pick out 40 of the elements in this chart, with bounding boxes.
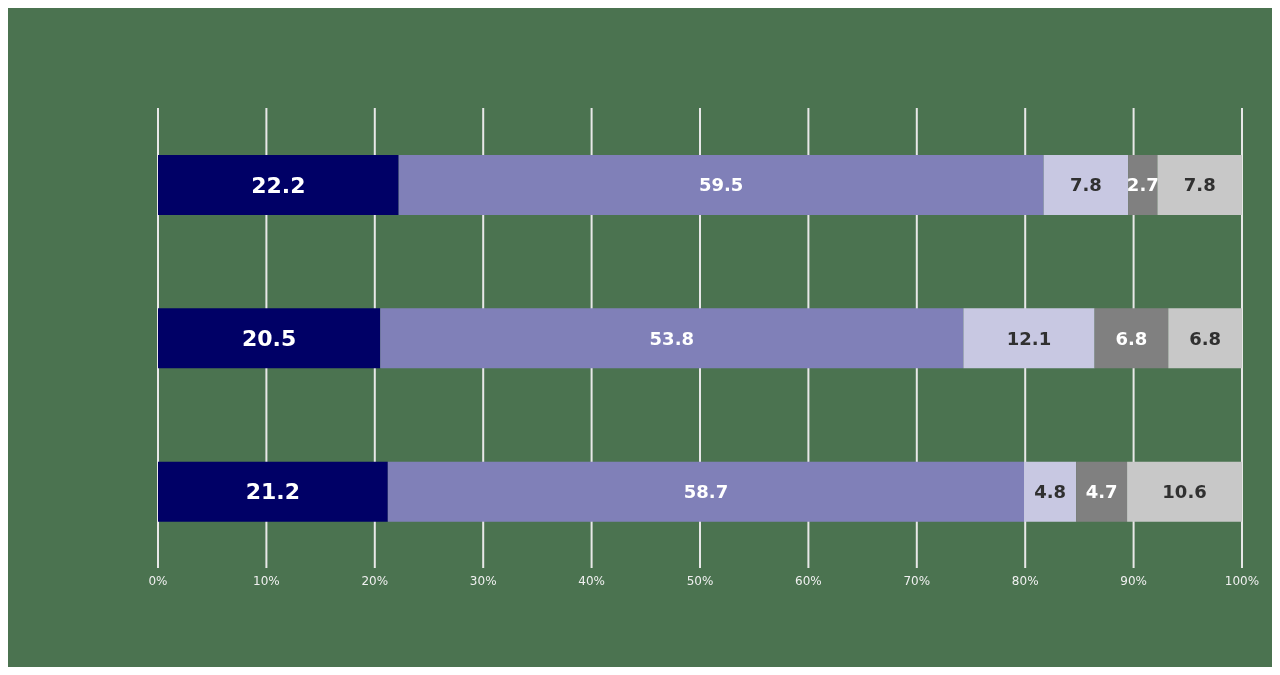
data-label: 53.8 [649, 327, 695, 349]
bar [158, 155, 399, 215]
data-label: 59.5 [698, 174, 744, 196]
bar [158, 461, 388, 522]
x-tick-label: 30% [469, 573, 497, 588]
bar [1024, 461, 1077, 522]
x-tick-label: 60% [795, 573, 822, 588]
data-label: 7.8 [1069, 174, 1102, 196]
x-tick-label: 80% [1011, 573, 1039, 588]
data-label: 21.2 [245, 479, 301, 505]
bar [398, 155, 1044, 215]
data-label: 6.8 [1115, 327, 1148, 349]
bar [380, 308, 964, 369]
data-label: 12.1 [1006, 327, 1052, 349]
x-tick-label: 90% [1120, 573, 1147, 588]
data-label: 4.7 [1085, 481, 1118, 503]
bar [963, 308, 1095, 369]
data-label: 2.7 [1126, 174, 1159, 196]
x-tick-label: 0% [148, 573, 168, 588]
data-label: 10.6 [1162, 481, 1207, 503]
data-label: 58.7 [683, 481, 729, 503]
bar [1094, 308, 1169, 369]
x-tick-label: 10% [253, 573, 280, 588]
x-tick-label: 50% [686, 573, 714, 588]
x-tick-label: 100% [1224, 573, 1260, 588]
bar [1168, 308, 1242, 369]
bar [387, 461, 1025, 522]
bar [158, 308, 381, 369]
x-tick-label: 20% [361, 573, 389, 588]
data-label: 6.8 [1189, 327, 1222, 349]
bar [1043, 155, 1129, 215]
bar [1076, 461, 1128, 522]
data-label: 22.2 [251, 172, 306, 198]
x-tick-label: 40% [578, 573, 605, 588]
bar [1157, 155, 1242, 215]
data-label: 20.5 [241, 326, 297, 352]
data-label: 4.8 [1034, 481, 1067, 503]
x-tick-label: 70% [903, 573, 931, 588]
bar [1127, 461, 1242, 522]
data-label: 7.8 [1183, 174, 1216, 196]
